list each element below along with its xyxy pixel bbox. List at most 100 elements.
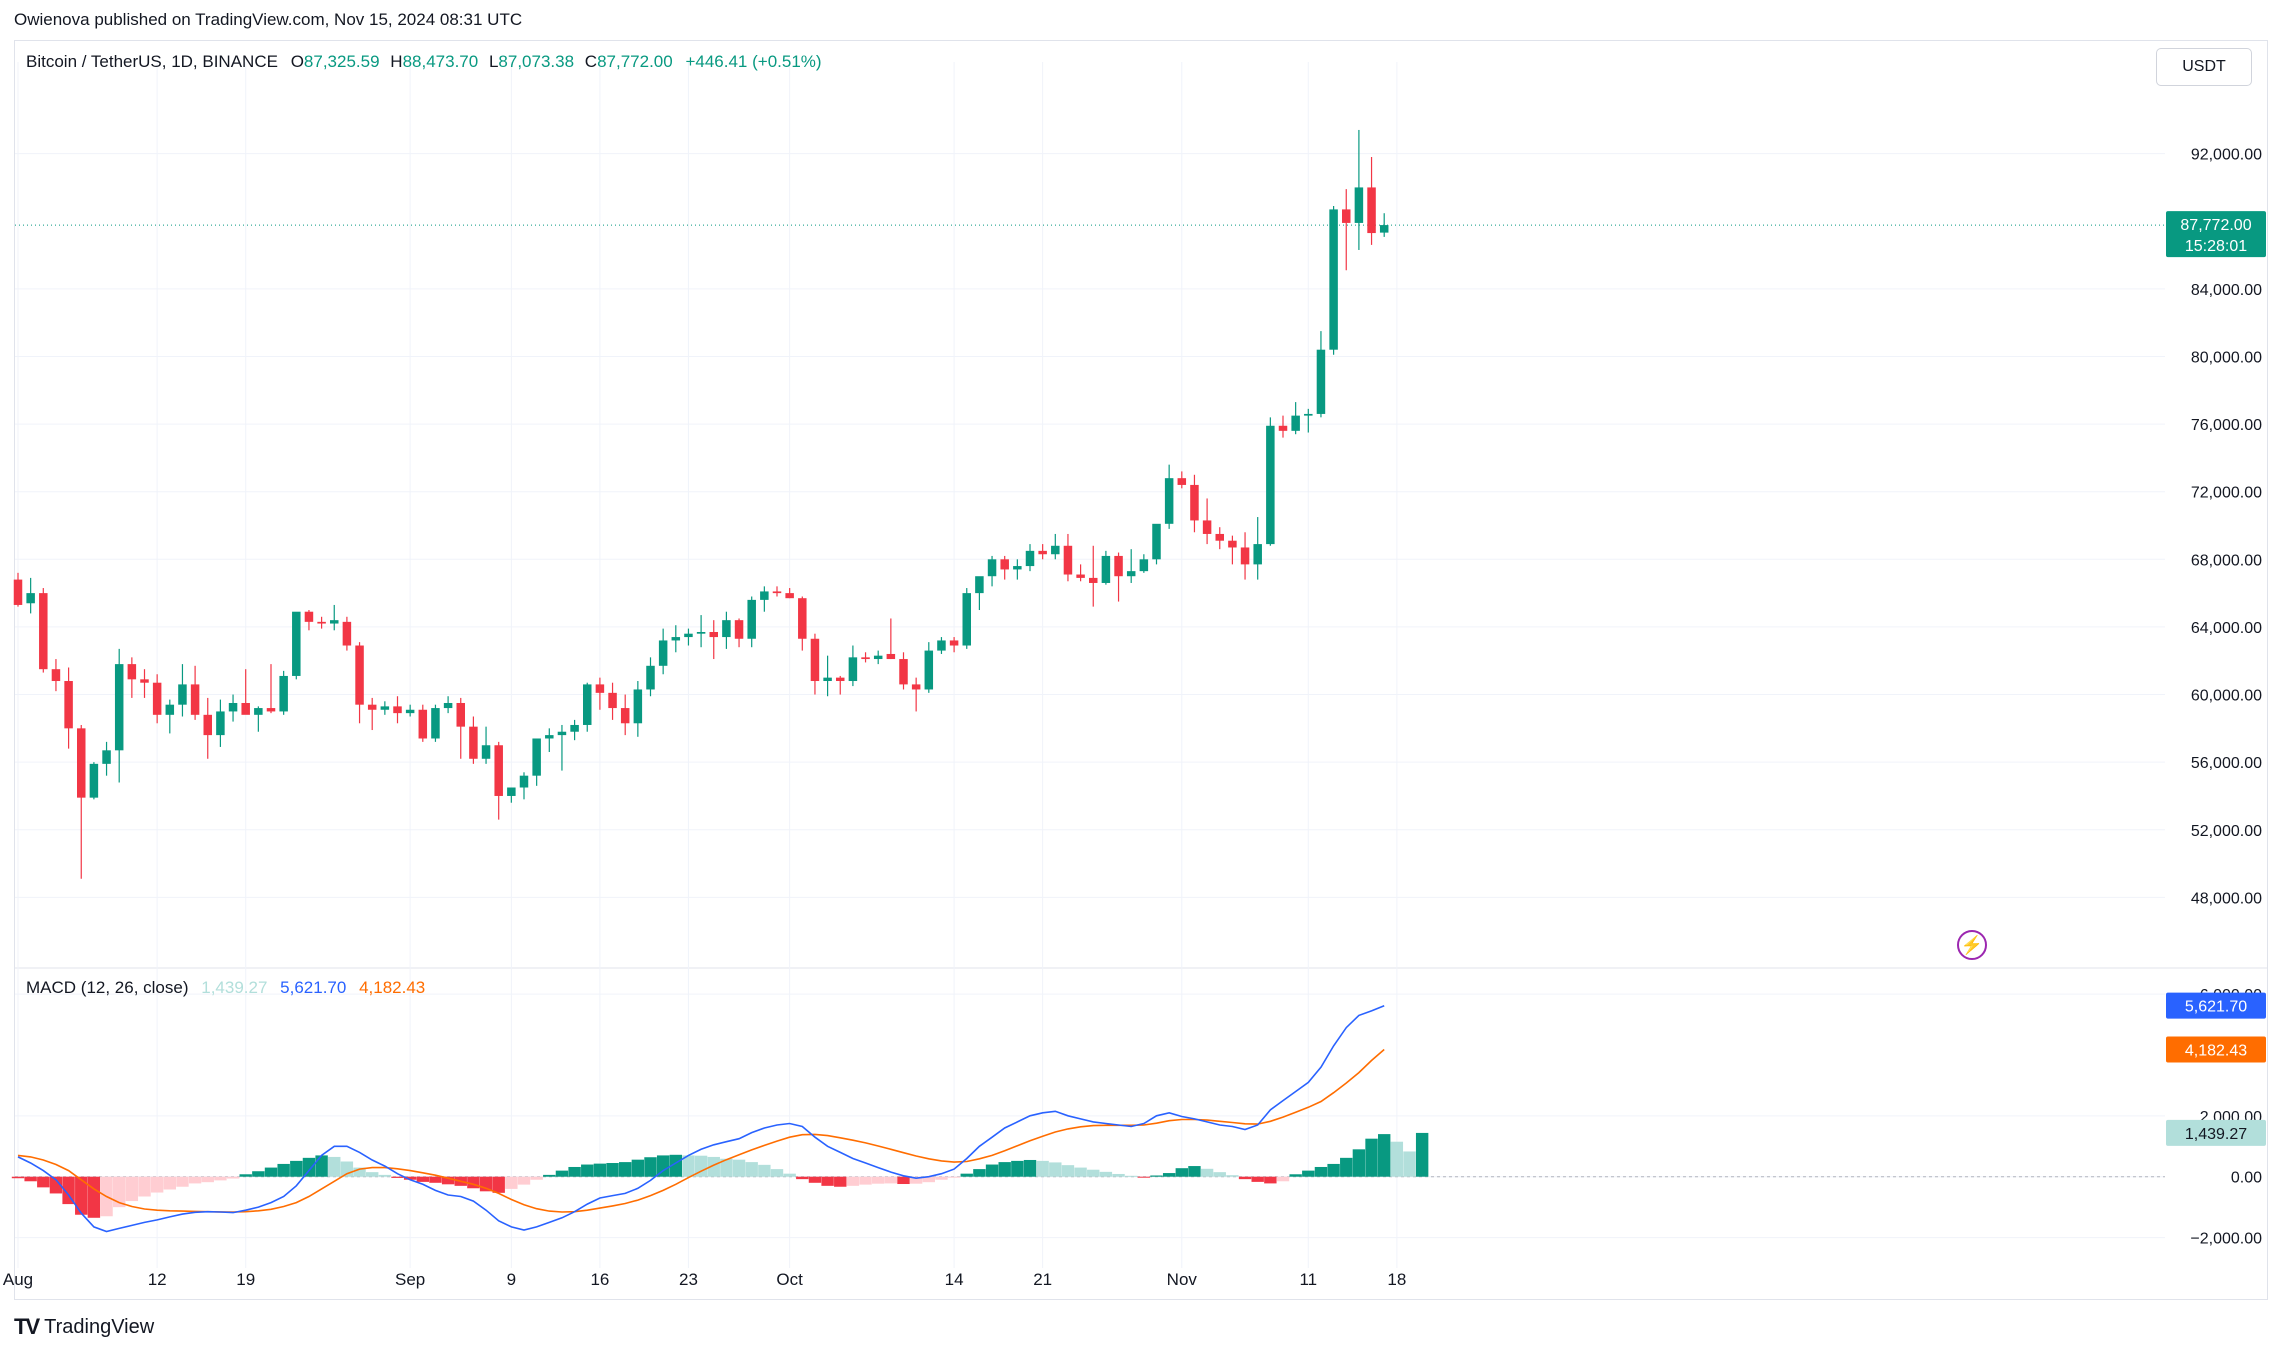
macd-histogram-bar bbox=[821, 1176, 834, 1186]
macd-histogram-bar bbox=[1023, 1159, 1037, 1177]
time-axis-label: 9 bbox=[507, 1270, 516, 1289]
macd-histogram-bar bbox=[656, 1155, 670, 1177]
macd-histogram-bar bbox=[1276, 1176, 1290, 1182]
open-label: O bbox=[290, 52, 304, 71]
candle-body bbox=[1253, 544, 1262, 565]
tradingview-footer[interactable]: TV TradingView bbox=[14, 1314, 154, 1340]
time-axis-label: 12 bbox=[148, 1270, 167, 1289]
macd-histogram-bar bbox=[770, 1169, 784, 1177]
price-axis-label: 92,000.00 bbox=[2191, 147, 2262, 164]
macd-histogram-bar bbox=[960, 1173, 973, 1177]
candle-body bbox=[1266, 425, 1275, 545]
macd-histogram-bar bbox=[1403, 1151, 1416, 1177]
macd-histogram-bar bbox=[302, 1157, 316, 1177]
candle-body bbox=[1000, 559, 1009, 570]
candle-body bbox=[1025, 550, 1035, 567]
price-axis-label: 56,000.00 bbox=[2191, 755, 2262, 772]
macd-legend[interactable]: MACD (12, 26, close) 1,439.27 5,621.70 4… bbox=[26, 978, 425, 998]
macd-histogram-bar bbox=[517, 1176, 531, 1185]
macd-line-tag: 5,621.70 bbox=[2185, 999, 2247, 1016]
candle-body bbox=[190, 684, 200, 715]
macd-histogram-value: 1,439.27 bbox=[201, 978, 268, 997]
candle-body bbox=[848, 657, 858, 682]
macd-histogram-bar bbox=[720, 1158, 733, 1177]
candle-body bbox=[1051, 545, 1060, 555]
candle-body bbox=[393, 706, 402, 714]
macd-histogram-tag: 1,439.27 bbox=[2185, 1126, 2247, 1143]
last-price-tag-value: 87,772.00 bbox=[2180, 217, 2251, 234]
macd-histogram-bar bbox=[555, 1170, 569, 1177]
macd-histogram-bar bbox=[872, 1176, 885, 1184]
candle-body bbox=[507, 787, 516, 796]
time-axis-label: Sep bbox=[395, 1270, 425, 1289]
macd-histogram-bar bbox=[783, 1173, 796, 1177]
price-axis-label: 60,000.00 bbox=[2191, 688, 2262, 705]
macd-histogram-bar bbox=[758, 1164, 771, 1177]
price-axis-label: 72,000.00 bbox=[2191, 485, 2262, 502]
macd-axis-label: 0.00 bbox=[2231, 1170, 2262, 1187]
macd-histogram-bar bbox=[176, 1176, 189, 1187]
macd-histogram-bar bbox=[808, 1176, 822, 1183]
candle-body bbox=[1228, 540, 1237, 548]
macd-histogram-bar bbox=[290, 1160, 303, 1177]
macd-histogram-bar bbox=[1175, 1168, 1188, 1177]
candle-body bbox=[1278, 425, 1288, 431]
macd-histogram-bar bbox=[125, 1176, 139, 1202]
candle-body bbox=[77, 728, 86, 798]
candle-body bbox=[279, 675, 288, 712]
macd-histogram-bar bbox=[441, 1176, 455, 1185]
macd-histogram-bar bbox=[1302, 1170, 1315, 1177]
candle-body bbox=[431, 708, 440, 739]
symbol-name: Bitcoin / TetherUS, 1D, BINANCE bbox=[26, 52, 278, 71]
candle-body bbox=[836, 677, 845, 682]
candle-body bbox=[304, 611, 314, 622]
macd-histogram-bar bbox=[1327, 1163, 1340, 1177]
macd-histogram-bar bbox=[11, 1176, 25, 1179]
candle-body bbox=[1342, 209, 1351, 223]
close-label: C bbox=[584, 52, 598, 71]
macd-histogram-bar bbox=[846, 1176, 860, 1186]
macd-signal-value: 4,182.43 bbox=[359, 978, 426, 997]
candle-body bbox=[873, 655, 883, 660]
macd-histogram-bar bbox=[682, 1155, 695, 1177]
currency-unit-button[interactable]: USDT bbox=[2156, 48, 2252, 86]
low-value: 87,073.38 bbox=[498, 52, 575, 71]
price-axis-label: 76,000.00 bbox=[2191, 417, 2262, 434]
macd-histogram-bar bbox=[1087, 1169, 1100, 1177]
macd-line-tag-bg bbox=[2166, 992, 2266, 1019]
macd-histogram-bar bbox=[353, 1167, 366, 1177]
macd-histogram-bar bbox=[62, 1176, 75, 1205]
candle-body bbox=[684, 633, 693, 638]
symbol-legend[interactable]: Bitcoin / TetherUS, 1D, BINANCE O87,325.… bbox=[26, 52, 822, 72]
macd-histogram-bar bbox=[530, 1176, 543, 1180]
open-value: 87,325.59 bbox=[303, 52, 380, 71]
last-price-tag-bg bbox=[2166, 211, 2266, 258]
macd-histogram-bar bbox=[1137, 1176, 1151, 1178]
candle-body bbox=[26, 593, 35, 604]
candle-body bbox=[456, 702, 465, 727]
macd-histogram-bar bbox=[1049, 1162, 1062, 1177]
macd-histogram-bar bbox=[922, 1176, 935, 1183]
candle-body bbox=[924, 650, 934, 690]
close-value: 87,772.00 bbox=[597, 52, 673, 71]
macd-histogram-bar bbox=[1314, 1166, 1328, 1177]
candle-body bbox=[443, 702, 453, 709]
macd-histogram-bar bbox=[1352, 1149, 1366, 1177]
macd-histogram-bar bbox=[150, 1176, 164, 1193]
candle-body bbox=[608, 692, 617, 709]
candle-body bbox=[671, 637, 681, 641]
candle-body bbox=[216, 711, 225, 736]
macd-histogram-bar bbox=[935, 1176, 948, 1180]
candle-body bbox=[747, 599, 756, 639]
macd-histogram-bar bbox=[593, 1163, 607, 1177]
candle-body bbox=[1367, 187, 1376, 234]
macd-histogram-bar bbox=[1365, 1138, 1378, 1177]
lightning-icon[interactable]: ⚡ bbox=[1957, 930, 1987, 960]
high-value: 88,473.70 bbox=[402, 52, 479, 71]
macd-histogram-bar bbox=[1061, 1165, 1075, 1177]
macd-histogram-bar bbox=[1264, 1176, 1277, 1184]
macd-histogram-bar bbox=[391, 1176, 404, 1178]
time-axis-label: 14 bbox=[945, 1270, 964, 1289]
macd-histogram-bar bbox=[1251, 1176, 1264, 1182]
